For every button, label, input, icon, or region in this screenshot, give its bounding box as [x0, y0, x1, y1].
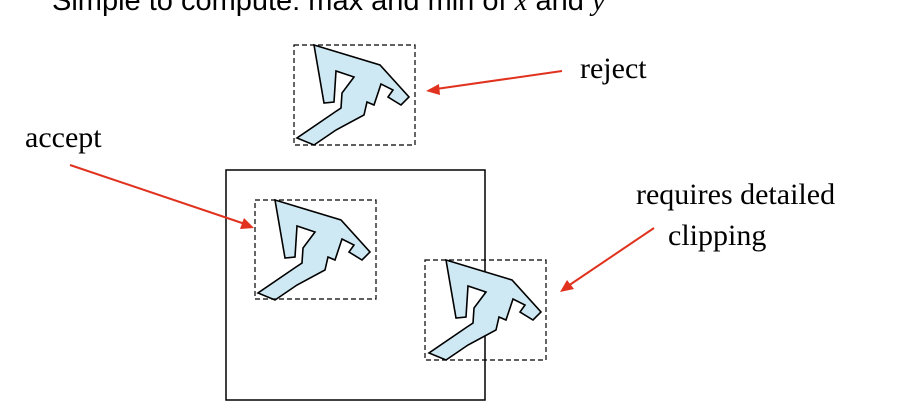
partial-shape: [424, 259, 547, 361]
detailed-clipping-label-line2: clipping: [668, 219, 766, 252]
accept-bounding-box: [254, 199, 377, 300]
header-prefix: Simple to compute: max and min of: [52, 0, 515, 17]
partial-bounding-box: [424, 259, 547, 361]
reject-label: reject: [580, 52, 647, 85]
accept-shape: [254, 199, 377, 301]
accept-label: accept: [25, 121, 102, 154]
reject-bounding-box: [293, 44, 416, 146]
reject-shape: [293, 44, 416, 146]
accept-arrow: [69, 164, 254, 229]
header-var-y: y: [589, 0, 605, 17]
clip-window: [225, 169, 486, 401]
detailed-clipping-label-line1: requires detailed: [636, 178, 835, 211]
accept-polygon: [257, 199, 371, 301]
header-var-x: x: [514, 0, 528, 17]
header-and: and: [527, 0, 592, 17]
reject-polygon: [296, 44, 410, 146]
reject-arrow: [426, 70, 563, 95]
header-text: Simple to compute: max and min of x and …: [52, 0, 605, 17]
detailed-clipping-arrow: [560, 227, 655, 292]
